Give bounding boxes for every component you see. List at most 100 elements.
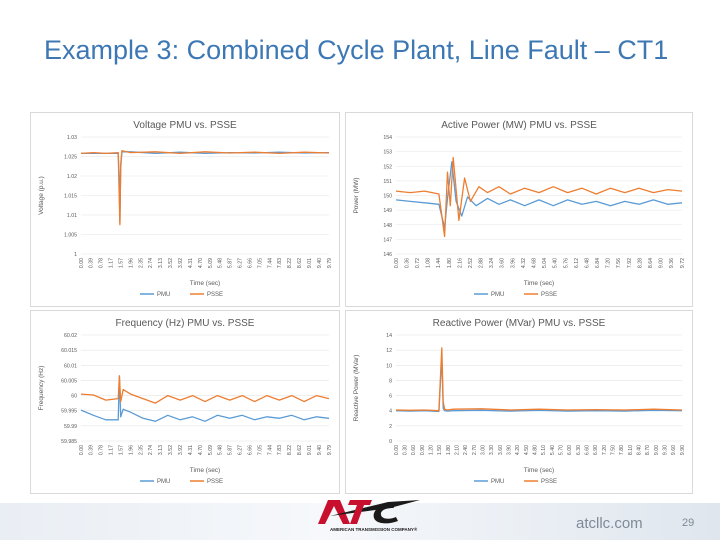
x-tick-label: 0.30 — [402, 445, 408, 455]
x-tick-label: 8.70 — [645, 445, 651, 455]
x-tick-label: 1.08 — [426, 258, 432, 268]
x-tick-label: 3.92 — [178, 258, 184, 268]
x-tick-label: 6.30 — [576, 445, 582, 455]
x-tick-label: 7.83 — [277, 258, 283, 268]
legend-label-pmu: PMU — [491, 292, 504, 298]
x-tick-label: 0.00 — [394, 258, 400, 268]
y-tick-label: 60.015 — [61, 348, 77, 354]
y-tick-label: 150 — [383, 194, 392, 200]
x-tick-label: 4.20 — [515, 445, 521, 455]
chart-svg-1: Active Power (MW) PMU vs. PSSE 146 147 148 1… — [353, 120, 686, 298]
chart-svg-0: Voltage PMU vs. PSSE 1 1.005 1.01 1.015 1.02 1… — [38, 120, 333, 298]
y-tick-label: 6 — [389, 394, 392, 400]
x-axis-label: Time (sec) — [190, 467, 220, 474]
x-tick-label: 2.16 — [457, 258, 463, 268]
x-tick-label: 2.10 — [454, 445, 460, 455]
x-tick-label: 4.50 — [524, 445, 530, 455]
x-tick-label: 8.64 — [648, 258, 654, 268]
y-tick-label: 1.02 — [67, 174, 77, 180]
y-tick-label: 60.005 — [61, 378, 77, 384]
x-tick-label: 3.30 — [489, 445, 495, 455]
y-tick-label: 4 — [389, 409, 392, 415]
x-tick-label: 6.48 — [584, 258, 590, 268]
x-tick-label: 7.83 — [277, 445, 283, 455]
x-tick-label: 7.20 — [602, 445, 608, 455]
x-tick-label: 8.62 — [297, 445, 303, 455]
y-tick-label: 60.02 — [64, 333, 77, 339]
y-tick-label: 153 — [383, 150, 392, 156]
x-tick-label: 1.20 — [428, 445, 434, 455]
x-axis-label: Time (sec) — [524, 280, 554, 287]
y-tick-label: 148 — [383, 223, 392, 229]
reactive-power-chart-panel: Reactive Power (MVar) PMU vs. PSSE 0 2 4 6 8 1… — [345, 310, 693, 494]
voltage-chart-panel: Voltage PMU vs. PSSE 1 1.005 1.01 1.015 1.02 1… — [30, 112, 340, 307]
x-tick-label: 5.40 — [550, 445, 556, 455]
x-tick-label: 1.44 — [436, 258, 442, 268]
x-tick-label: 6.27 — [238, 445, 244, 455]
x-tick-label: 0.78 — [99, 258, 105, 268]
x-tick-label: 6.00 — [567, 445, 573, 455]
x-tick-label: 0.60 — [411, 445, 417, 455]
page-number: 29 — [682, 517, 695, 529]
x-tick-label: 0.00 — [79, 258, 85, 268]
x-tick-label: 2.35 — [138, 258, 144, 268]
x-tick-label: 8.22 — [287, 258, 293, 268]
x-tick-label: 1.96 — [128, 258, 134, 268]
chart-title: Reactive Power (MVar) PMU vs. PSSE — [433, 318, 606, 329]
x-tick-label: 4.31 — [188, 258, 194, 268]
x-tick-label: 3.13 — [158, 445, 164, 455]
x-tick-label: 1.50 — [437, 445, 443, 455]
x-tick-label: 0.39 — [89, 445, 95, 455]
x-tick-label: 8.40 — [636, 445, 642, 455]
x-tick-label: 1.57 — [118, 258, 124, 268]
x-axis-label: Time (sec) — [190, 280, 220, 287]
x-tick-label: 7.50 — [610, 445, 616, 455]
x-tick-label: 3.90 — [506, 445, 512, 455]
x-tick-label: 7.44 — [267, 445, 273, 455]
x-tick-label: 1.17 — [109, 445, 115, 455]
chart-title: Active Power (MW) PMU vs. PSSE — [441, 120, 597, 131]
x-tick-label: 0.00 — [79, 445, 85, 455]
chart-svg-3: Reactive Power (MVar) PMU vs. PSSE 0 2 4 6 8 1… — [353, 318, 686, 485]
x-tick-label: 5.48 — [218, 258, 224, 268]
x-axis-label: Time (sec) — [524, 467, 554, 474]
legend-label-pmu: PMU — [157, 292, 170, 298]
chart-svg-2: Frequency (Hz) PMU vs. PSSE59.98559.9959… — [38, 318, 333, 485]
atc-logo: AMERICAN TRANSMISSION COMPANY® — [310, 494, 460, 539]
y-tick-label: 149 — [383, 208, 392, 214]
x-tick-label: 5.70 — [558, 445, 564, 455]
y-tick-label: 8 — [389, 378, 392, 384]
x-tick-label: 5.87 — [228, 445, 234, 455]
x-tick-label: 2.52 — [468, 258, 474, 268]
x-tick-label: 6.90 — [593, 445, 599, 455]
y-tick-label: 60.01 — [64, 363, 77, 369]
x-tick-label: 3.00 — [480, 445, 486, 455]
x-tick-label: 8.10 — [628, 445, 634, 455]
y-tick-label: 1.03 — [67, 135, 77, 141]
x-tick-label: 5.48 — [218, 445, 224, 455]
chart-title: Frequency (Hz) PMU vs. PSSE — [116, 318, 255, 329]
x-tick-label: 3.60 — [498, 445, 504, 455]
x-tick-label: 3.13 — [158, 258, 164, 268]
y-axis-label: Frequency (Hz) — [38, 366, 45, 411]
legend-label-psse: PSSE — [207, 479, 223, 485]
x-tick-label: 3.52 — [168, 258, 174, 268]
y-tick-label: 0 — [389, 439, 392, 445]
x-tick-label: 3.24 — [489, 258, 495, 268]
x-tick-label: 9.30 — [662, 445, 668, 455]
y-tick-label: 59.985 — [61, 439, 77, 445]
x-tick-label: 9.79 — [327, 445, 333, 455]
x-tick-label: 0.72 — [415, 258, 421, 268]
x-tick-label: 9.72 — [680, 258, 686, 268]
y-axis-label: Voltage (p.u.) — [38, 176, 45, 215]
x-tick-label: 4.31 — [188, 445, 194, 455]
y-tick-label: 2 — [389, 424, 392, 430]
x-tick-label: 8.62 — [297, 258, 303, 268]
legend-label-psse: PSSE — [541, 292, 557, 298]
x-tick-label: 7.20 — [606, 258, 612, 268]
x-tick-label: 9.79 — [327, 258, 333, 268]
x-tick-label: 0.00 — [394, 445, 400, 455]
x-tick-label: 7.56 — [616, 258, 622, 268]
x-tick-label: 7.05 — [257, 445, 263, 455]
website-label: atcllc.com — [576, 515, 643, 532]
